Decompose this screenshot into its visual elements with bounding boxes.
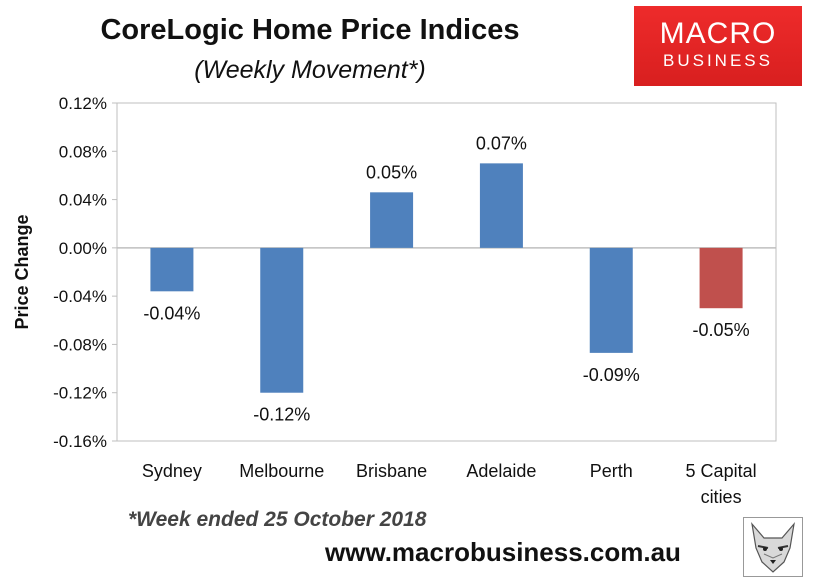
bar bbox=[479, 163, 523, 248]
data-label: -0.12% bbox=[253, 405, 310, 425]
bar bbox=[150, 247, 194, 292]
y-tick-label: 0.08% bbox=[59, 142, 107, 161]
x-tick-label: Adelaide bbox=[466, 461, 536, 481]
y-tick-label: -0.08% bbox=[53, 335, 107, 354]
plot-area-border bbox=[116, 102, 777, 442]
wolf-head-icon bbox=[743, 517, 803, 577]
x-tick-label: cities bbox=[701, 487, 742, 507]
bar bbox=[260, 247, 304, 393]
x-tick-label: 5 Capital bbox=[686, 461, 757, 481]
website-url: www.macrobusiness.com.au bbox=[325, 537, 681, 567]
logo-line-1: MACRO bbox=[659, 17, 777, 50]
data-label: -0.04% bbox=[143, 303, 200, 323]
macrobusiness-logo: MACRO BUSINESS bbox=[634, 6, 802, 86]
x-tick-label: Sydney bbox=[142, 461, 202, 481]
y-tick-label: -0.16% bbox=[53, 432, 107, 451]
y-tick-label: -0.12% bbox=[53, 384, 107, 403]
data-label: 0.07% bbox=[476, 133, 527, 153]
logo-line-2: BUSINESS bbox=[663, 51, 773, 70]
bar bbox=[589, 247, 633, 353]
x-tick-label: Perth bbox=[590, 461, 633, 481]
y-tick-label: 0.04% bbox=[59, 191, 107, 210]
data-label: -0.05% bbox=[693, 320, 750, 340]
y-tick-label: 0.12% bbox=[59, 94, 107, 113]
x-tick-label: Melbourne bbox=[239, 461, 324, 481]
data-label: -0.09% bbox=[583, 365, 640, 385]
chart-title: CoreLogic Home Price Indices bbox=[100, 14, 520, 46]
y-tick-label: 0.00% bbox=[59, 239, 107, 258]
chart-subtitle: (Weekly Movement*) bbox=[194, 56, 426, 84]
data-label: 0.05% bbox=[366, 162, 417, 182]
bar bbox=[370, 192, 414, 248]
y-axis-title: Price Change bbox=[12, 214, 32, 329]
y-tick-label: -0.04% bbox=[53, 287, 107, 306]
bar bbox=[699, 247, 743, 309]
x-tick-label: Brisbane bbox=[356, 461, 427, 481]
footnote: *Week ended 25 October 2018 bbox=[128, 508, 427, 531]
